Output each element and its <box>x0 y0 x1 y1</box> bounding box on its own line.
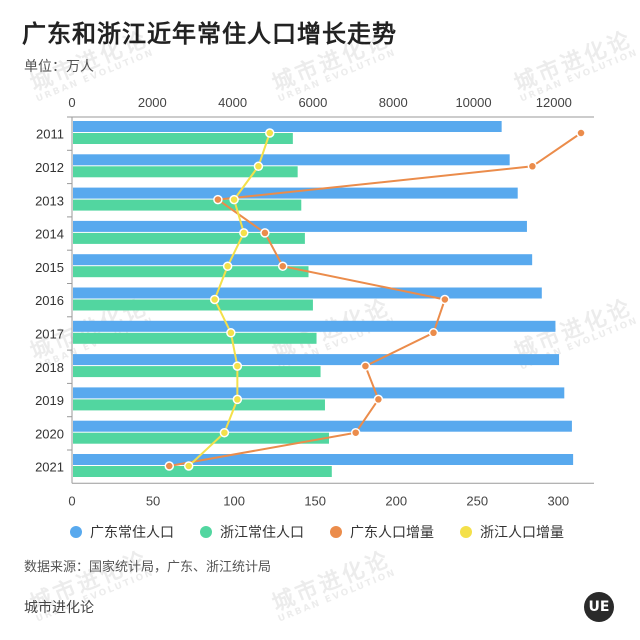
bar-zhejiang-pop <box>73 299 313 311</box>
bar-zhejiang-pop <box>73 199 302 211</box>
bottom-axis-tick-label: 250 <box>466 493 488 508</box>
legend-swatch <box>70 526 82 538</box>
guangdong-increase-point <box>213 194 223 205</box>
guangdong-increase-point <box>373 394 384 405</box>
bar-guangdong-pop <box>73 387 565 399</box>
bottom-axis-tick-label: 0 <box>68 493 75 508</box>
legend-swatch <box>460 526 472 538</box>
zhejiang-increase-point <box>232 361 243 371</box>
guangdong-increase-point <box>360 361 371 371</box>
zhejiang-increase-point <box>219 427 230 438</box>
top-axis-tick-label: 8000 <box>379 95 408 110</box>
legend-swatch <box>200 526 212 538</box>
bar-guangdong-pop <box>73 254 533 266</box>
zhejiang-increase-point <box>265 128 275 138</box>
guangdong-increase-point <box>350 427 361 438</box>
bar-zhejiang-pop <box>73 466 332 477</box>
bar-zhejiang-pop <box>73 332 317 344</box>
unit-label: 单位：万人 <box>24 59 94 75</box>
bar-zhejiang-pop <box>73 166 298 178</box>
brand-logo: UE <box>584 592 614 622</box>
guangdong-increase-point <box>260 228 270 238</box>
legend-label: 广东常住人口 <box>90 524 174 540</box>
legend-label: 浙江常住人口 <box>220 524 304 540</box>
bar-zhejiang-pop <box>73 266 309 278</box>
brand-name: 城市进化论 <box>24 600 94 616</box>
bar-guangdong-pop <box>73 287 542 299</box>
y-axis-tick-label: 2019 <box>35 393 64 408</box>
y-axis-tick-label: 2018 <box>35 360 64 375</box>
legend-swatch <box>330 526 342 538</box>
bar-guangdong-pop <box>73 354 560 366</box>
y-axis-tick-label: 2013 <box>35 193 64 208</box>
bar-guangdong-pop <box>73 154 510 166</box>
bar-guangdong-pop <box>73 187 518 199</box>
y-axis-tick-label: 2014 <box>35 227 64 242</box>
bar-zhejiang-pop <box>73 432 329 444</box>
bottom-axis-tick-label: 100 <box>223 493 245 508</box>
bottom-axis-tick-label: 200 <box>385 493 407 508</box>
bar-guangdong-pop <box>73 420 572 432</box>
top-axis-tick-label: 0 <box>68 95 75 110</box>
bar-guangdong-pop <box>73 220 527 232</box>
guangdong-increase-point <box>428 328 439 338</box>
zhejiang-increase-point <box>209 294 220 305</box>
bottom-axis-tick-label: 50 <box>146 493 160 508</box>
bar-zhejiang-pop <box>73 232 305 244</box>
y-axis-tick-label: 2017 <box>35 326 64 341</box>
top-axis-tick-label: 2000 <box>138 95 167 110</box>
zhejiang-increase-point <box>183 461 194 471</box>
legend-label: 浙江人口增量 <box>480 524 564 540</box>
bar-guangdong-pop <box>73 121 502 132</box>
zhejiang-increase-point <box>222 261 233 271</box>
guangdong-increase-point <box>440 294 450 305</box>
guangdong-increase-point <box>277 261 288 271</box>
top-axis-tick-label: 4000 <box>218 95 247 110</box>
y-axis-tick-label: 2011 <box>36 127 64 142</box>
bottom-axis-tick-label: 300 <box>547 493 569 508</box>
bar-zhejiang-pop <box>73 399 325 411</box>
legend-label: 广东人口增量 <box>350 524 434 540</box>
guangdong-increase-point <box>576 128 586 138</box>
bar-guangdong-pop <box>73 454 574 465</box>
zhejiang-increase-point <box>229 194 239 205</box>
bar-zhejiang-pop <box>73 133 293 144</box>
bottom-axis-tick-label: 150 <box>304 493 326 508</box>
bar-zhejiang-pop <box>73 366 321 378</box>
zhejiang-increase-point <box>232 394 243 405</box>
y-axis-tick-label: 2015 <box>35 260 64 275</box>
top-axis-tick-label: 12000 <box>536 95 572 110</box>
chart-title: 广东和浙江近年常住人口增长走势 <box>22 20 397 48</box>
guangdong-increase-point <box>527 161 538 172</box>
y-axis-tick-label: 2012 <box>35 160 64 175</box>
y-axis-tick-label: 2020 <box>35 426 64 441</box>
y-axis-tick-label: 2021 <box>35 460 64 475</box>
top-axis-tick-label: 10000 <box>455 95 491 110</box>
source-note: 数据来源：国家统计局，广东、浙江统计局 <box>24 560 272 575</box>
zhejiang-increase-point <box>239 228 249 238</box>
zhejiang-increase-point <box>253 161 264 172</box>
y-axis-tick-label: 2016 <box>35 293 64 308</box>
bar-guangdong-pop <box>73 320 556 332</box>
top-axis-tick-label: 6000 <box>298 95 327 110</box>
zhejiang-increase-point <box>226 328 236 338</box>
guangdong-increase-point <box>164 461 175 471</box>
